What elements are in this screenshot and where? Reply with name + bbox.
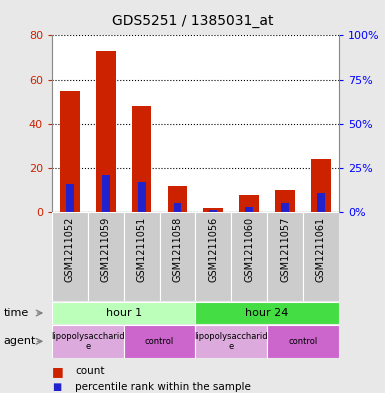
Text: GSM1211057: GSM1211057 bbox=[280, 217, 290, 282]
Text: GSM1211061: GSM1211061 bbox=[316, 217, 326, 282]
Bar bbox=[267, 325, 339, 358]
Bar bbox=[267, 212, 303, 301]
Text: GSM1211051: GSM1211051 bbox=[137, 217, 147, 282]
Bar bbox=[52, 302, 195, 324]
Text: hour 24: hour 24 bbox=[245, 308, 289, 318]
Bar bbox=[231, 212, 267, 301]
Bar bbox=[311, 159, 331, 212]
Bar bbox=[195, 302, 339, 324]
Bar bbox=[275, 190, 295, 212]
Text: ■: ■ bbox=[52, 382, 61, 392]
Bar bbox=[132, 106, 151, 212]
Bar bbox=[159, 212, 196, 301]
Text: control: control bbox=[145, 337, 174, 346]
Bar bbox=[209, 211, 217, 212]
Bar bbox=[239, 195, 259, 212]
Bar bbox=[317, 193, 325, 212]
Text: count: count bbox=[75, 366, 105, 376]
Text: control: control bbox=[288, 337, 318, 346]
Bar bbox=[66, 184, 74, 212]
Bar bbox=[102, 175, 110, 212]
Text: ■: ■ bbox=[52, 365, 64, 378]
Bar bbox=[88, 212, 124, 301]
Bar bbox=[245, 207, 253, 212]
Bar bbox=[52, 325, 124, 358]
Text: time: time bbox=[4, 308, 29, 318]
Text: GDS5251 / 1385031_at: GDS5251 / 1385031_at bbox=[112, 14, 273, 28]
Bar bbox=[124, 325, 195, 358]
Text: GSM1211056: GSM1211056 bbox=[208, 217, 218, 282]
Bar bbox=[303, 212, 339, 301]
Bar bbox=[60, 91, 80, 212]
Text: GSM1211052: GSM1211052 bbox=[65, 217, 75, 282]
Bar bbox=[124, 212, 159, 301]
Text: GSM1211058: GSM1211058 bbox=[172, 217, 182, 282]
Text: lipopolysaccharid
e: lipopolysaccharid e bbox=[194, 332, 268, 351]
Bar bbox=[203, 208, 223, 212]
Text: lipopolysaccharid
e: lipopolysaccharid e bbox=[51, 332, 125, 351]
Bar bbox=[167, 185, 187, 212]
Bar bbox=[138, 182, 146, 212]
Bar bbox=[281, 204, 289, 212]
Bar bbox=[96, 51, 115, 212]
Text: GSM1211060: GSM1211060 bbox=[244, 217, 254, 282]
Bar bbox=[174, 204, 181, 212]
Text: hour 1: hour 1 bbox=[105, 308, 142, 318]
Bar bbox=[52, 212, 88, 301]
Text: GSM1211059: GSM1211059 bbox=[101, 217, 111, 282]
Bar bbox=[195, 325, 267, 358]
Text: agent: agent bbox=[4, 336, 36, 346]
Bar bbox=[195, 212, 231, 301]
Text: percentile rank within the sample: percentile rank within the sample bbox=[75, 382, 251, 392]
